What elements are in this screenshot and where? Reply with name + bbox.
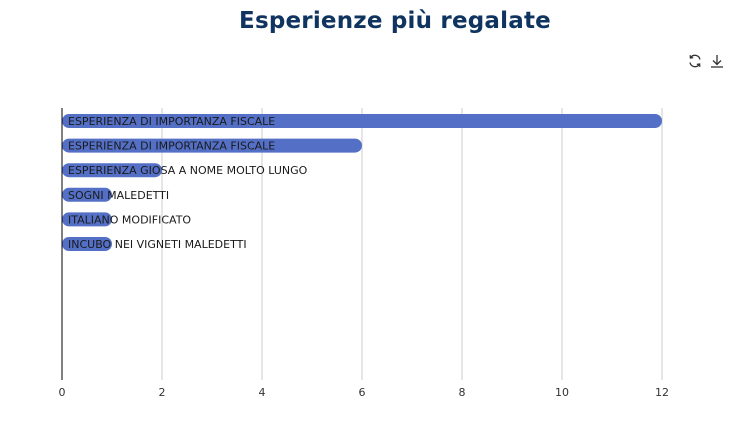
bar-category-label: INCUBO NEI VIGNETI MALEDETTI <box>68 238 247 251</box>
bar[interactable] <box>62 187 112 202</box>
bar[interactable] <box>62 212 112 227</box>
chart-toolbar <box>686 52 726 70</box>
download-button[interactable] <box>708 52 726 70</box>
x-tick-label: 6 <box>359 386 366 399</box>
bar-category-label: ESPERIENZA DI IMPORTANZA FISCALE <box>68 115 275 128</box>
grid-lines <box>161 108 663 380</box>
x-tick-label: 2 <box>159 386 166 399</box>
x-tick-labels: 0 2 4 6 8 10 12 <box>59 386 670 399</box>
bar[interactable] <box>62 138 362 153</box>
bar[interactable] <box>62 114 662 128</box>
bar-labels: ESPERIENZA DI IMPORTANZA FISCALE ESPERIEN… <box>68 115 308 251</box>
x-tick-label: 10 <box>555 386 569 399</box>
x-tick-label: 12 <box>655 386 669 399</box>
chart-title: Esperienze più regalate <box>239 8 551 34</box>
bar-category-label: ESPERIENZA DI IMPORTANZA FISCALE <box>68 140 275 153</box>
bar-category-label: SOGNI MALEDETTI <box>68 189 169 202</box>
bar-category-label: ITALIANO MODIFICATO <box>68 213 191 226</box>
x-tick-label: 4 <box>259 386 266 399</box>
refresh-icon <box>689 54 701 68</box>
bars <box>62 114 662 251</box>
refresh-button[interactable] <box>686 52 704 70</box>
download-icon <box>711 55 723 68</box>
bar-category-label: ESPERIENZA GIOSA A NOME MOLTO LUNGO <box>68 164 308 177</box>
bar[interactable] <box>62 163 162 178</box>
x-tick-label: 8 <box>459 386 466 399</box>
bar[interactable] <box>62 237 112 251</box>
x-tick-label: 0 <box>59 386 66 399</box>
